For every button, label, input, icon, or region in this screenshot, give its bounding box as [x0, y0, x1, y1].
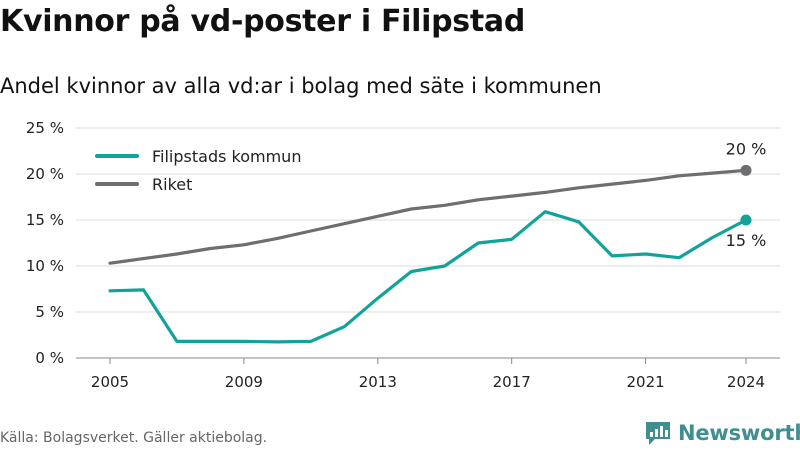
y-tick-label: 15 %: [26, 211, 64, 229]
axes: 0 % 5 % 10 % 15 % 20 % 25 % 2005 2009 2013 2017 20…: [26, 119, 765, 391]
newsworthy-logo-icon: [646, 422, 670, 445]
x-tick-label: 2024: [727, 373, 765, 391]
y-tick-label: 20 %: [26, 165, 64, 183]
end-point-marker: [740, 214, 752, 226]
end-point-marker: [740, 164, 752, 176]
y-tick-label: 5 %: [35, 303, 64, 321]
legend: Filipstads kommun Riket: [95, 147, 301, 194]
x-tick-label: 2005: [91, 373, 129, 391]
y-tick-label: 25 %: [26, 119, 64, 137]
x-tick-label: 2009: [225, 373, 263, 391]
y-tick-label: 10 %: [26, 257, 64, 275]
brand-name: Newsworthy: [678, 421, 800, 445]
brand-logo[interactable]: Newsworthy: [644, 420, 800, 446]
x-tick-label: 2013: [359, 373, 397, 391]
end-value-label: 20 %: [726, 139, 767, 158]
chart-subtitle: Andel kvinnor av alla vd:ar i bolag med …: [0, 74, 602, 98]
series-line: [108, 210, 748, 344]
legend-label: Riket: [152, 175, 192, 194]
end-labels: 15 % 20 %: [726, 139, 767, 250]
y-tick-label: 0 %: [35, 349, 64, 367]
chart-title: Kvinnor på vd-poster i Filipstad: [0, 4, 526, 39]
x-tick-label: 2017: [493, 373, 531, 391]
x-tick-label: 2021: [626, 373, 664, 391]
series-line: [108, 168, 748, 265]
line-chart: 0 % 5 % 10 % 15 % 20 % 25 % 2005 2009 2013 2017 20…: [26, 119, 780, 391]
grid-lines: [76, 127, 780, 359]
legend-label: Filipstads kommun: [152, 147, 301, 166]
series-lines: [108, 164, 752, 344]
end-value-label: 15 %: [726, 231, 767, 250]
source-note: Källa: Bolagsverket. Gäller aktiebolag.: [0, 430, 268, 446]
